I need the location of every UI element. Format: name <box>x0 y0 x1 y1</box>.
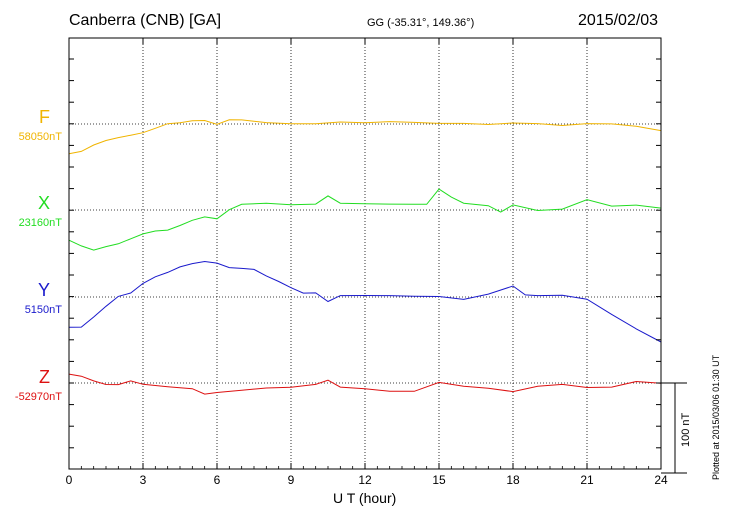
baseline-label-x: 23160nT <box>18 217 62 229</box>
x-tick-label: 9 <box>288 473 295 487</box>
grid-lines <box>69 38 661 469</box>
plot-date: 2015/02/03 <box>578 12 659 29</box>
series-label-f: F <box>39 107 50 127</box>
series-label-x: X <box>37 193 50 213</box>
x-tick-label: 6 <box>214 473 221 487</box>
scale-bar <box>661 382 687 474</box>
series-line-f <box>68 119 662 155</box>
x-tick-label: 21 <box>580 473 594 487</box>
x-axis-label: U T (hour) <box>333 490 397 506</box>
x-tick-label: 12 <box>358 473 372 487</box>
baseline-label-z: -52970nT <box>14 391 62 403</box>
station-title: Canberra (CNB) [GA] <box>69 12 222 29</box>
x-tick-label: 0 <box>66 473 73 487</box>
series-line-z <box>68 373 662 395</box>
series-line-x <box>68 188 662 251</box>
x-tick-label: 24 <box>654 473 668 487</box>
x-tick-label: 15 <box>432 473 446 487</box>
baseline-label-y: 5150nT <box>24 304 62 316</box>
series-group <box>68 119 662 395</box>
x-tick-label: 18 <box>506 473 520 487</box>
baseline-label-f: 58050nT <box>18 131 62 143</box>
series-label-z: Z <box>39 367 50 387</box>
series-label-y: Y <box>37 280 50 300</box>
x-tick-label: 3 <box>140 473 147 487</box>
x-ticks: 0 3 6 9 12 15 18 21 24 <box>66 38 668 487</box>
series-line-y <box>68 260 662 343</box>
station-coordinates: GG (-35.31°, 149.36°) <box>367 17 475 29</box>
